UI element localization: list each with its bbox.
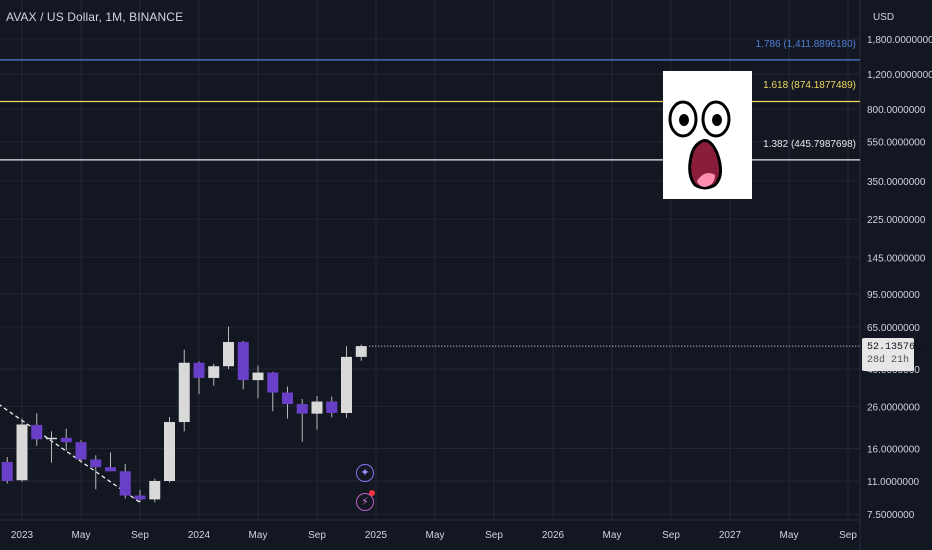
candle-body[interactable] (208, 366, 220, 378)
fib-level-label-1382: 1.382 (445.7987698) (763, 138, 856, 150)
x-tick-label: May (426, 530, 445, 541)
y-tick-label: 26.0000000 (867, 402, 920, 413)
last-price: 52.1357663 (867, 342, 928, 353)
sparkle-icon[interactable]: ✦ (356, 464, 374, 482)
x-tick-label: Sep (131, 530, 149, 541)
candle-body[interactable] (16, 424, 28, 481)
x-tick-label: 2026 (542, 530, 565, 541)
candle-body[interactable] (193, 362, 205, 378)
x-tick-label: 2023 (11, 530, 34, 541)
candle-body[interactable] (31, 424, 43, 440)
candle-body[interactable] (119, 471, 131, 496)
candle-body[interactable] (237, 342, 249, 381)
x-tick-label: Sep (662, 530, 680, 541)
x-tick-label: May (603, 530, 622, 541)
candle-body[interactable] (178, 362, 190, 423)
candle-body[interactable] (1, 461, 13, 481)
candle-body[interactable] (296, 404, 308, 414)
candle-body[interactable] (164, 422, 175, 481)
y-tick-label: 550.0000000 (867, 138, 926, 149)
fib-level-label-1618: 1.618 (874.1877489) (763, 80, 856, 92)
x-tick-label: May (780, 530, 799, 541)
trendline[interactable] (0, 400, 141, 503)
candle-body[interactable] (46, 437, 57, 440)
x-tick-label: Sep (839, 530, 857, 541)
lightning-icon[interactable]: ⚡ (356, 493, 374, 511)
candle-body[interactable] (105, 467, 116, 472)
y-tick-label: 1,200.0000000 (867, 70, 932, 81)
x-tick-label: May (249, 530, 268, 541)
y-tick-label: 145.0000000 (867, 253, 926, 264)
bar-countdown: 28d 21h (867, 355, 910, 366)
y-tick-label: 11.0000000 (867, 477, 920, 488)
candle-body[interactable] (134, 495, 146, 500)
x-tick-label: 2024 (188, 530, 211, 541)
notification-dot (369, 490, 375, 496)
y-tick-label: 7.5000000 (867, 510, 915, 521)
candle-body[interactable] (282, 392, 293, 405)
candle-body[interactable] (223, 342, 234, 367)
x-tick-label: 2025 (365, 530, 388, 541)
fib-level-label-1786: 1.786 (1,411.8896180) (755, 38, 856, 50)
y-tick-label: 225.0000000 (867, 215, 926, 226)
candle-body[interactable] (311, 401, 323, 414)
y-tick-label: 1,800.0000000 (867, 35, 932, 46)
y-tick-label: 800.0000000 (867, 105, 926, 116)
candle-body[interactable] (326, 401, 338, 413)
y-tick-label: 350.0000000 (867, 177, 926, 188)
y-tick-label: 95.0000000 (867, 290, 920, 301)
candle-body[interactable] (267, 372, 279, 393)
candle-body[interactable] (149, 481, 161, 500)
candle-body[interactable] (252, 372, 264, 381)
x-tick-label: May (72, 530, 91, 541)
candle-body[interactable] (355, 346, 367, 357)
x-tick-label: Sep (308, 530, 326, 541)
last-price-badge: 52.1357663 28d 21h (862, 338, 928, 371)
candle-body[interactable] (341, 356, 352, 413)
x-tick-label: Sep (485, 530, 503, 541)
symbol-title[interactable]: AVAX / US Dollar, 1M, BINANCE (6, 10, 184, 24)
candle-body[interactable] (90, 459, 102, 468)
y-tick-label: 65.0000000 (867, 323, 920, 334)
currency-label[interactable]: USD (873, 12, 895, 23)
candle-body[interactable] (60, 437, 72, 443)
x-tick-label: 2027 (719, 530, 742, 541)
candle-body[interactable] (75, 442, 87, 460)
shocked-face-icon (663, 71, 752, 199)
y-tick-label: 16.0000000 (867, 444, 920, 455)
